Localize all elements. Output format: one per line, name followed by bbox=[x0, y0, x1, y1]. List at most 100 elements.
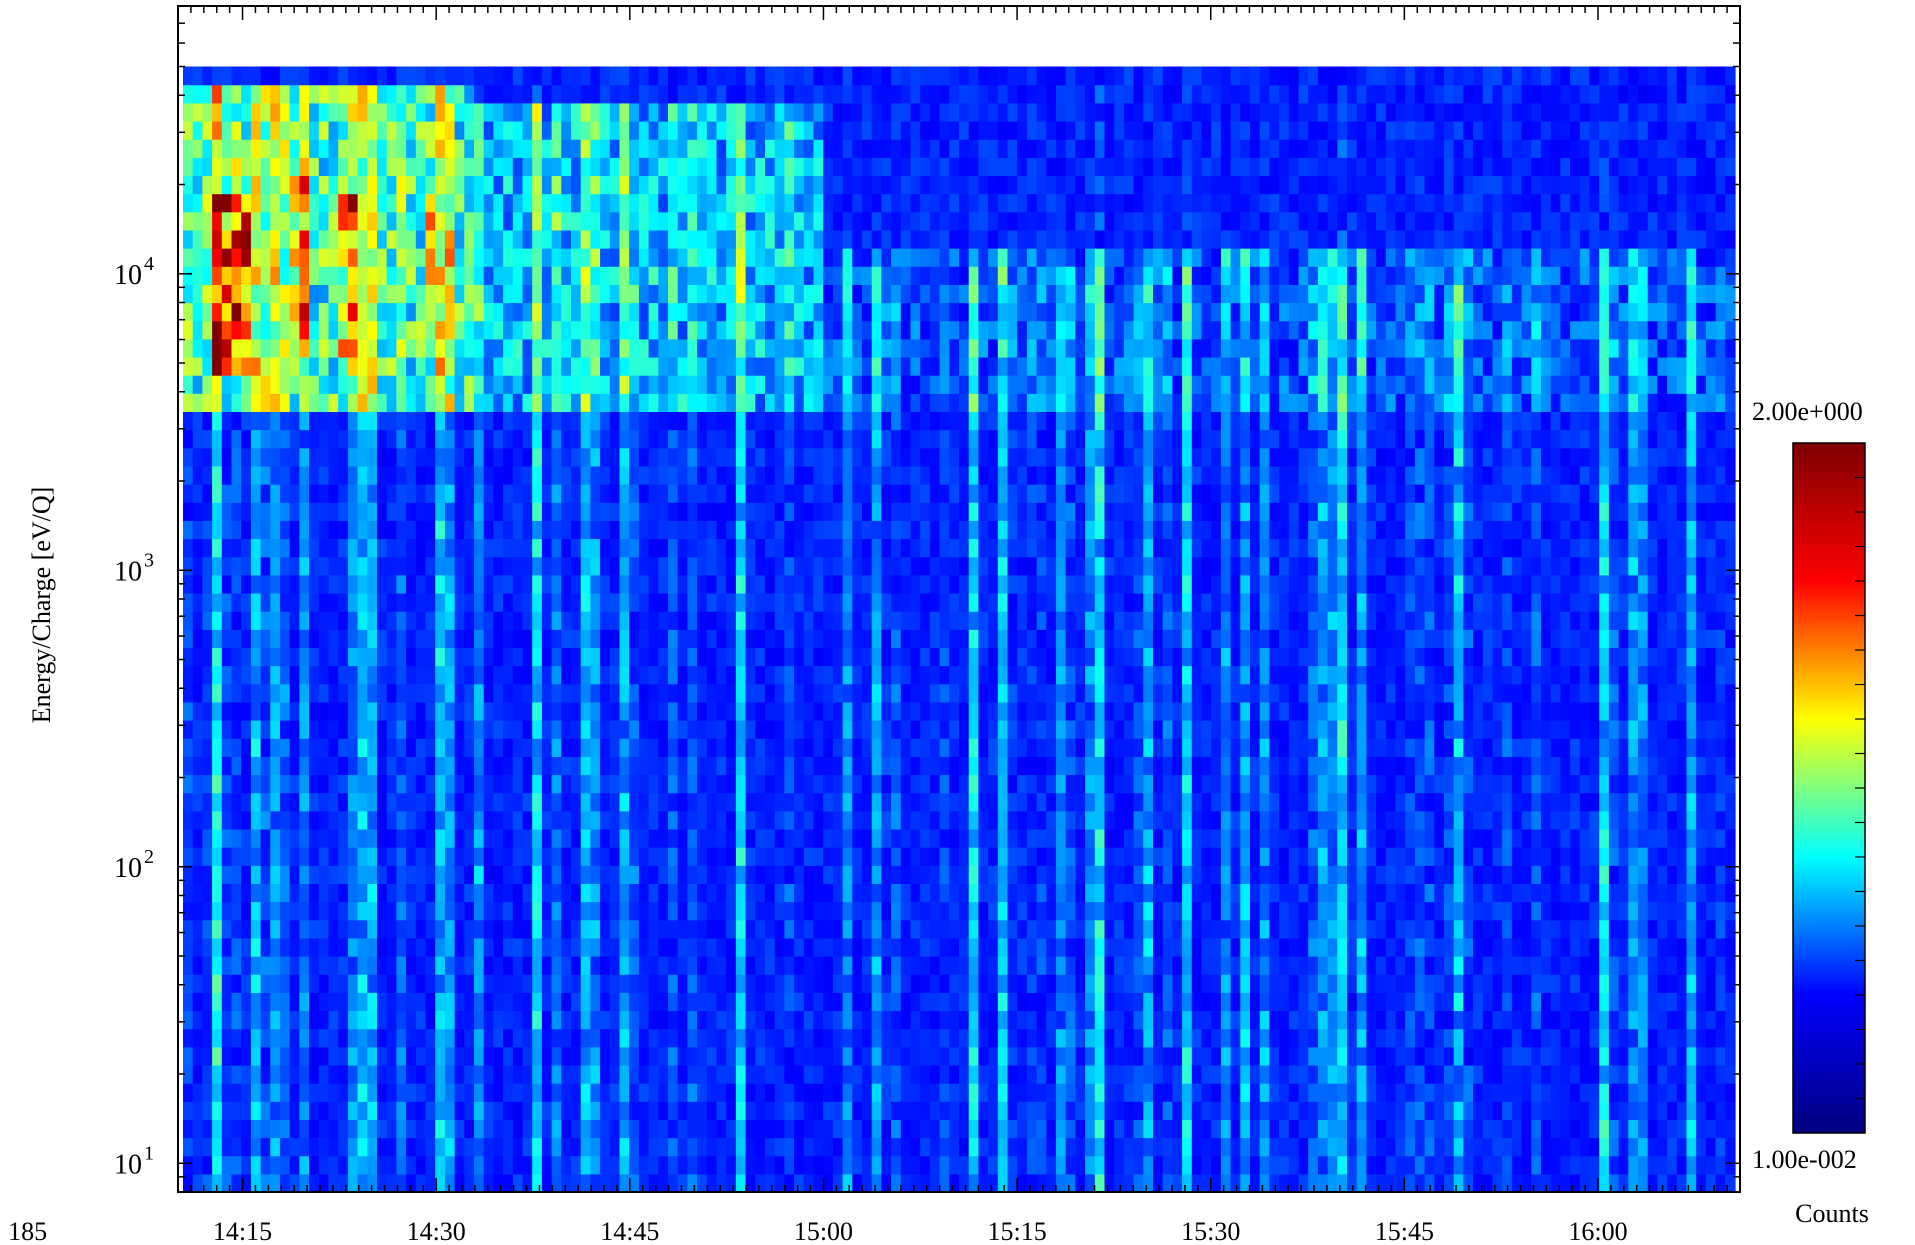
heatmap-cell bbox=[716, 1119, 727, 1139]
heatmap-cell bbox=[425, 992, 436, 1012]
heatmap-cell bbox=[386, 1028, 397, 1048]
heatmap-cell bbox=[910, 429, 921, 449]
heatmap-cell bbox=[250, 1155, 262, 1175]
heatmap-cell bbox=[532, 865, 543, 884]
heatmap-cell bbox=[959, 574, 970, 594]
heatmap-cell bbox=[415, 1083, 427, 1102]
heatmap-cell bbox=[289, 738, 300, 757]
heatmap-cell bbox=[803, 1028, 815, 1048]
heatmap-cell bbox=[774, 157, 785, 177]
heatmap-cell bbox=[842, 356, 853, 376]
heatmap-cell bbox=[522, 756, 533, 776]
heatmap-cell bbox=[299, 102, 310, 122]
heatmap-cell bbox=[522, 1155, 533, 1175]
heatmap-cell bbox=[503, 992, 514, 1012]
heatmap-cell bbox=[813, 484, 824, 503]
heatmap-cell bbox=[425, 1173, 436, 1193]
heatmap-cell bbox=[454, 320, 465, 340]
heatmap-cell bbox=[726, 774, 737, 794]
heatmap-cell bbox=[483, 229, 494, 249]
heatmap-cell bbox=[687, 447, 698, 467]
heatmap-cell bbox=[619, 937, 630, 957]
heatmap-cell bbox=[503, 375, 514, 394]
heatmap-cell bbox=[881, 266, 892, 285]
heatmap-cell bbox=[328, 1046, 339, 1066]
heatmap-cell bbox=[765, 520, 776, 540]
heatmap-cell bbox=[183, 701, 194, 721]
heatmap-cell bbox=[289, 502, 300, 521]
heatmap-cell bbox=[396, 139, 407, 158]
heatmap-cell bbox=[920, 1173, 931, 1193]
heatmap-cell bbox=[949, 1028, 960, 1048]
heatmap-cell bbox=[377, 611, 388, 630]
heatmap-cell bbox=[270, 447, 281, 467]
heatmap-cell bbox=[454, 157, 465, 177]
heatmap-cell bbox=[619, 919, 630, 939]
heatmap-cell bbox=[270, 320, 281, 340]
heatmap-cell bbox=[600, 556, 611, 576]
heatmap-cell bbox=[920, 1119, 931, 1139]
heatmap-cell bbox=[250, 393, 262, 413]
heatmap-cell bbox=[464, 720, 475, 739]
heatmap-cell bbox=[221, 665, 233, 685]
heatmap-cell bbox=[522, 556, 533, 576]
heatmap-cell bbox=[260, 738, 271, 757]
heatmap-cell bbox=[629, 1119, 640, 1139]
heatmap-cell bbox=[280, 211, 291, 231]
heatmap-cell bbox=[571, 901, 582, 921]
heatmap-cell bbox=[512, 701, 524, 721]
heatmap-cell bbox=[823, 1101, 834, 1120]
heatmap-cell bbox=[415, 828, 427, 848]
heatmap-cell bbox=[415, 611, 427, 630]
heatmap-cell bbox=[619, 629, 630, 649]
heatmap-cell bbox=[629, 248, 640, 267]
heatmap-cell bbox=[270, 66, 281, 86]
heatmap-cell bbox=[677, 629, 688, 649]
heatmap-cell bbox=[794, 120, 805, 140]
heatmap-cell bbox=[619, 956, 630, 975]
heatmap-cell bbox=[726, 1155, 737, 1175]
heatmap-cell bbox=[202, 738, 213, 757]
heatmap-cell bbox=[338, 139, 349, 158]
heatmap-cell bbox=[309, 865, 320, 884]
heatmap-cell bbox=[784, 229, 795, 249]
heatmap-cell bbox=[260, 720, 271, 739]
heatmap-cell bbox=[541, 320, 553, 340]
heatmap-cell bbox=[406, 102, 417, 122]
heatmap-cell bbox=[629, 556, 640, 576]
heatmap-cell bbox=[706, 611, 718, 630]
heatmap-cell bbox=[328, 465, 339, 485]
heatmap-cell bbox=[959, 810, 970, 830]
heatmap-cell bbox=[561, 211, 572, 231]
heatmap-cell bbox=[774, 375, 785, 394]
heatmap-cell bbox=[716, 901, 727, 921]
heatmap-cell bbox=[474, 901, 485, 921]
heatmap-cell bbox=[900, 919, 912, 939]
heatmap-cell bbox=[241, 810, 252, 830]
heatmap-cell bbox=[512, 1064, 524, 1084]
heatmap-cell bbox=[221, 937, 233, 957]
heatmap-cell bbox=[522, 665, 533, 685]
heatmap-cell bbox=[949, 974, 960, 993]
heatmap-cell bbox=[435, 956, 446, 975]
heatmap-cell bbox=[241, 66, 252, 86]
heatmap-cell bbox=[425, 1137, 436, 1157]
heatmap-cell bbox=[503, 211, 514, 231]
heatmap-cell bbox=[881, 229, 892, 249]
heatmap-cell bbox=[318, 1155, 330, 1175]
heatmap-cell bbox=[493, 756, 504, 776]
heatmap-cell bbox=[396, 1137, 407, 1157]
heatmap-cell bbox=[939, 284, 950, 304]
heatmap-cell bbox=[289, 556, 300, 576]
heatmap-cell bbox=[871, 175, 882, 195]
heatmap-cell bbox=[464, 738, 475, 757]
heatmap-cell bbox=[862, 538, 873, 558]
heatmap-cell bbox=[745, 847, 756, 866]
heatmap-cell bbox=[648, 211, 659, 231]
heatmap-cell bbox=[929, 193, 941, 213]
heatmap-cell bbox=[959, 701, 970, 721]
heatmap-cell bbox=[600, 701, 611, 721]
heatmap-cell bbox=[949, 102, 960, 122]
heatmap-cell bbox=[522, 774, 533, 794]
heatmap-cell bbox=[755, 502, 766, 521]
